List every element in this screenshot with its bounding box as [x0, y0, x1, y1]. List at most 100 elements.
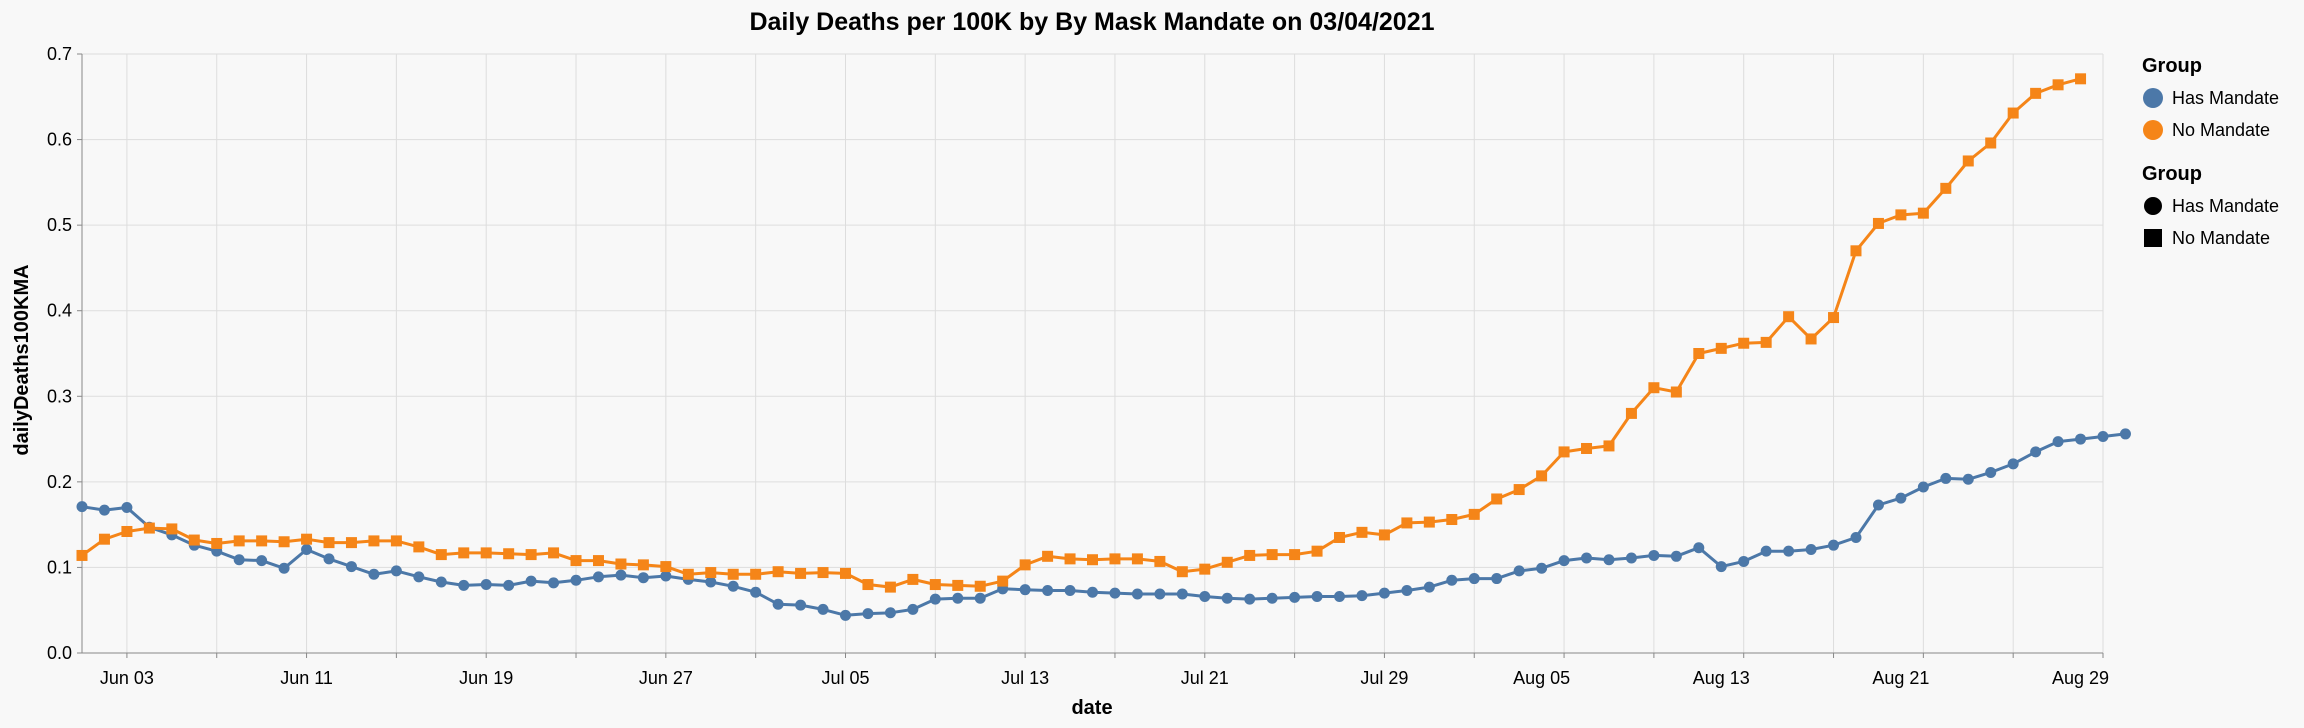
data-point — [1872, 217, 1884, 229]
data-point — [705, 576, 717, 588]
legend-title: Group — [2142, 55, 2202, 77]
data-point — [772, 566, 784, 578]
data-point — [1872, 499, 1884, 511]
data-point — [1131, 553, 1143, 565]
data-point — [1199, 563, 1211, 575]
data-point — [1962, 155, 1974, 167]
data-point — [256, 555, 268, 567]
data-point — [233, 554, 245, 566]
data-point — [570, 555, 582, 567]
data-point — [907, 573, 919, 585]
data-point — [2030, 87, 2042, 99]
data-point — [727, 568, 739, 580]
data-point — [121, 525, 133, 537]
data-point — [682, 568, 694, 580]
legend-color-swatch — [2143, 88, 2163, 108]
data-point — [256, 535, 268, 547]
data-point — [1064, 585, 1076, 597]
data-point — [1895, 209, 1907, 221]
data-point — [1401, 517, 1413, 529]
data-point — [1244, 549, 1256, 561]
data-point — [929, 593, 941, 605]
data-point — [1311, 591, 1323, 603]
legend-shape-symbol — [2144, 197, 2162, 215]
data-point — [1715, 561, 1727, 573]
y-axis-title: dailyDeaths100KMA — [11, 264, 33, 455]
x-tick-label: Jul 05 — [821, 668, 869, 688]
data-point — [323, 553, 335, 565]
series-no-mandate — [76, 73, 2087, 593]
data-point — [1378, 587, 1390, 599]
data-point — [1850, 245, 1862, 257]
data-point — [1109, 587, 1121, 599]
data-point — [98, 533, 110, 545]
data-point — [1423, 516, 1435, 528]
data-point — [525, 549, 537, 561]
data-point — [503, 548, 515, 560]
data-point — [1266, 549, 1278, 561]
data-point — [1738, 555, 1750, 567]
legend-entry-label: No Mandate — [2172, 120, 2270, 140]
x-tick-label: Aug 21 — [1872, 668, 1929, 688]
data-point — [772, 598, 784, 610]
data-point — [525, 575, 537, 587]
data-point — [1805, 543, 1817, 555]
data-point — [1513, 484, 1525, 496]
data-point — [1581, 442, 1593, 454]
data-point — [166, 523, 178, 535]
data-point — [1491, 493, 1503, 505]
data-point — [1917, 207, 1929, 219]
data-point — [997, 575, 1009, 587]
data-point — [1423, 581, 1435, 593]
data-point — [1693, 348, 1705, 359]
x-tick-label: Jun 27 — [639, 668, 693, 688]
data-point — [1940, 182, 1952, 194]
data-point — [480, 547, 492, 559]
data-point — [907, 603, 919, 615]
series-line — [81, 432, 2126, 617]
data-point — [1491, 573, 1503, 585]
data-point — [2052, 436, 2064, 448]
data-point — [1783, 311, 1795, 323]
series-line — [81, 77, 2081, 589]
data-point — [368, 568, 380, 580]
data-point — [1087, 586, 1098, 598]
data-point — [1087, 554, 1098, 566]
data-point — [1536, 470, 1548, 482]
data-point — [1648, 549, 1660, 561]
data-point — [637, 559, 649, 571]
data-point — [1199, 591, 1211, 603]
data-point — [795, 599, 807, 611]
data-point — [1019, 584, 1031, 596]
data-point — [1356, 526, 1368, 538]
data-point — [1760, 336, 1772, 348]
data-point — [1109, 553, 1121, 565]
data-point — [1311, 545, 1323, 557]
data-point — [390, 565, 402, 577]
data-point — [1783, 545, 1795, 557]
data-point — [2075, 433, 2087, 445]
data-point — [188, 534, 200, 546]
data-point — [1805, 333, 1817, 345]
data-point — [1513, 565, 1525, 577]
data-point — [233, 535, 245, 547]
data-point — [1558, 555, 1570, 567]
data-point — [2030, 446, 2042, 458]
data-point — [548, 577, 560, 589]
data-point — [1828, 539, 1840, 551]
data-point — [1244, 593, 1256, 605]
data-point — [1401, 585, 1413, 597]
y-tick-label: 0.0 — [47, 643, 72, 663]
legend-entry-label: Has Mandate — [2172, 196, 2279, 216]
data-point — [1042, 550, 1054, 562]
data-point — [413, 571, 425, 583]
legend-entry-label: Has Mandate — [2172, 88, 2279, 108]
data-point — [1221, 556, 1233, 568]
data-point — [1738, 337, 1750, 349]
y-tick-label: 0.6 — [47, 130, 72, 150]
data-point — [458, 547, 470, 559]
data-point — [1154, 555, 1166, 567]
data-point — [1019, 559, 1031, 571]
x-tick-label: Aug 13 — [1693, 668, 1750, 688]
data-point — [1042, 585, 1054, 597]
